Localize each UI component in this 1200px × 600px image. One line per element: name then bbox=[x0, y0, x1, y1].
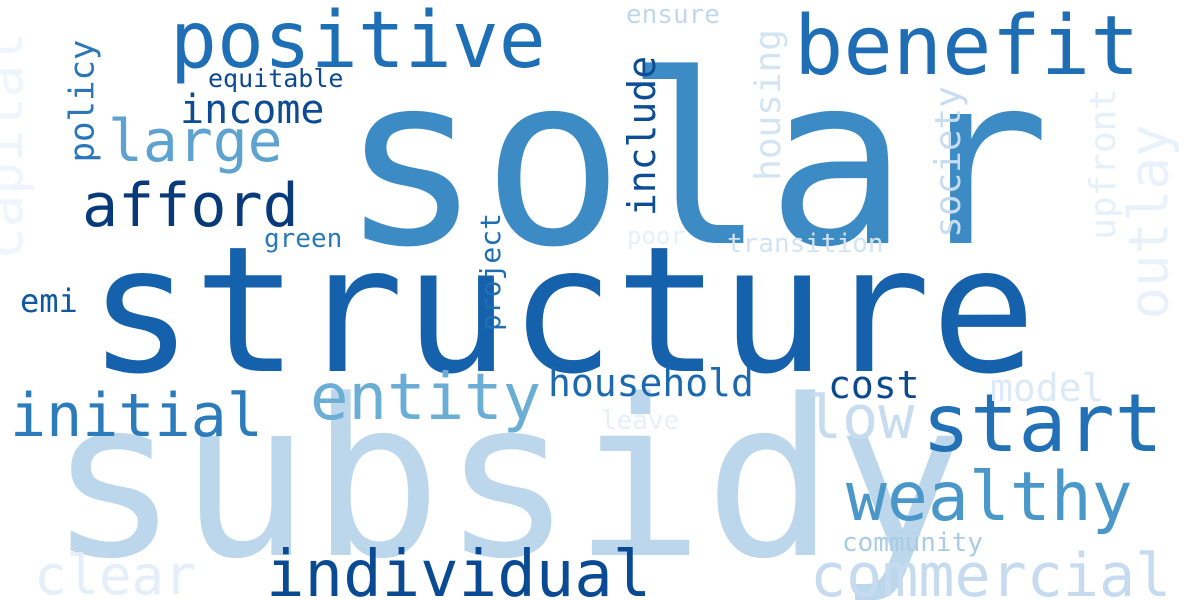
word-housing: housing bbox=[747, 29, 789, 181]
word-policy: policy bbox=[62, 39, 103, 163]
word-upfront: upfront bbox=[1082, 88, 1124, 240]
word-commercial: commercial bbox=[810, 541, 1172, 600]
word-household: household bbox=[548, 361, 754, 405]
word-green: green bbox=[264, 224, 343, 254]
word-equitable: equitable bbox=[208, 64, 344, 93]
word-subsidy: subsidy bbox=[48, 354, 967, 600]
word-project: project bbox=[474, 212, 508, 332]
word-transition: transition bbox=[727, 229, 884, 259]
word-emi: emi bbox=[20, 282, 78, 320]
word-solar: solar bbox=[340, 24, 1051, 299]
word-entity: entity bbox=[310, 361, 542, 435]
word-cost: cost bbox=[828, 363, 920, 407]
word-start: start bbox=[922, 377, 1163, 470]
word-afford: afford bbox=[82, 171, 299, 241]
word-large: large bbox=[108, 107, 283, 175]
word-benefit: benefit bbox=[794, 0, 1140, 94]
word-poor: poor bbox=[627, 222, 685, 250]
word-individual: individual bbox=[266, 538, 652, 600]
word-include: include bbox=[620, 55, 665, 217]
word-leave: leave bbox=[601, 406, 680, 436]
word-clear: clear bbox=[34, 544, 197, 600]
word-model: model bbox=[990, 366, 1105, 410]
word-positive: positive bbox=[170, 0, 546, 86]
word-structure: structure bbox=[88, 210, 1037, 413]
word-community: community bbox=[842, 528, 983, 558]
word-low: low bbox=[806, 383, 915, 453]
word-capital: capital bbox=[0, 32, 35, 260]
word-society: society bbox=[927, 86, 969, 238]
word-income: income bbox=[180, 87, 325, 133]
word-wealthy: wealthy bbox=[846, 458, 1133, 537]
word-outlay: outlay bbox=[1117, 124, 1181, 320]
word-ensure: ensure bbox=[626, 0, 720, 30]
word-initial: initial bbox=[10, 381, 263, 451]
